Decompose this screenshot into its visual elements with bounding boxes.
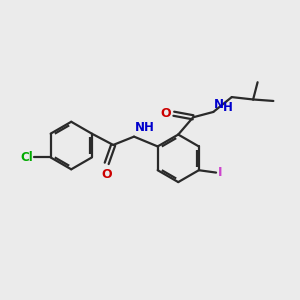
Text: Cl: Cl xyxy=(20,151,33,164)
Text: I: I xyxy=(218,166,222,179)
Text: O: O xyxy=(160,106,171,120)
Text: O: O xyxy=(101,167,112,181)
Text: N: N xyxy=(214,98,224,111)
Text: NH: NH xyxy=(135,121,155,134)
Text: H: H xyxy=(223,101,233,114)
